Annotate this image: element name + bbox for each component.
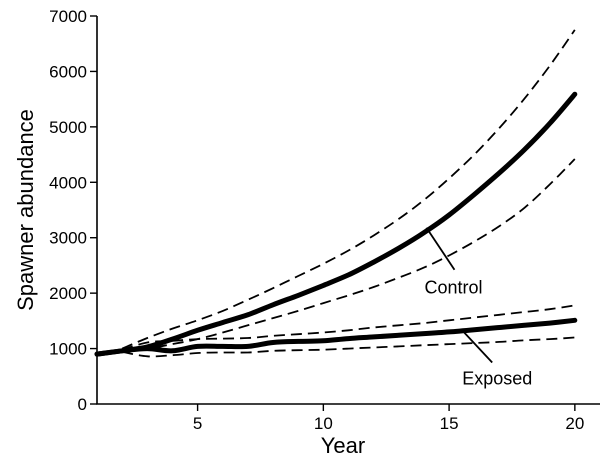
axis-lines <box>96 16 600 405</box>
y-axis-title: Spawner abundance <box>13 109 38 311</box>
y-tick-label-7000: 7000 <box>49 7 87 26</box>
series-exposed-upper-line <box>121 304 575 351</box>
x-tick-label-20: 20 <box>565 414 584 433</box>
series-layer <box>94 29 578 358</box>
y-tick-label-0: 0 <box>78 395 87 414</box>
y-tick-label-6000: 6000 <box>49 62 87 81</box>
x-axis-ticks: 5 10 15 20 <box>193 404 584 433</box>
x-tick-label-15: 15 <box>440 414 459 433</box>
y-tick-label-5000: 5000 <box>49 118 87 137</box>
annotation-control: Control <box>424 278 482 298</box>
x-tick-label-5: 5 <box>193 414 202 433</box>
annotation-pointer-control <box>425 227 456 271</box>
annotation-exposed: Exposed <box>462 368 532 388</box>
series-exposed-lower-line <box>122 336 575 358</box>
y-tick-label-1000: 1000 <box>49 340 87 359</box>
annotations: Control Exposed <box>424 227 532 388</box>
y-tick-label-4000: 4000 <box>49 173 87 192</box>
x-tick-label-10: 10 <box>314 414 333 433</box>
x-axis-title: Year <box>321 433 365 458</box>
series-control-line <box>94 91 578 357</box>
series-control-upper-line <box>121 29 576 350</box>
y-axis-ticks: 0 1000 2000 3000 4000 5000 6000 7000 <box>49 7 97 414</box>
y-tick-label-2000: 2000 <box>49 284 87 303</box>
y-tick-label-3000: 3000 <box>49 229 87 248</box>
series-exposed-line <box>94 317 578 357</box>
annotation-pointer-exposed <box>463 331 493 364</box>
